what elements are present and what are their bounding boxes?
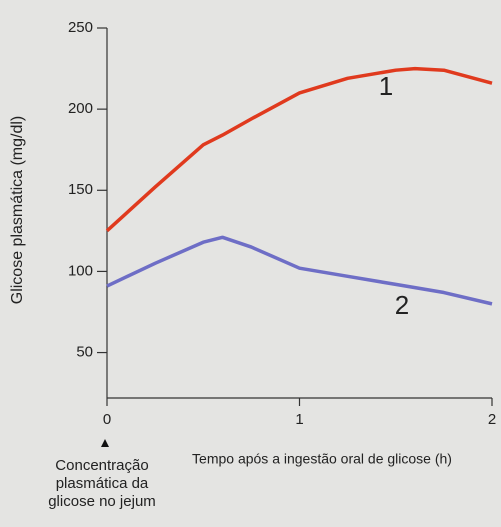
y-tick-label: 250 [68,19,93,36]
x-tick-label: 0 [103,411,111,428]
x-axis-label: Tempo após a ingestão oral de glicose (h… [192,451,452,467]
note-line: plasmática da [56,475,149,492]
y-tick-label: 100 [68,262,93,279]
note-line: Concentração [55,457,148,474]
y-tick-label: 150 [68,181,93,198]
note-marker [101,439,109,447]
series-label: 2 [395,290,409,320]
series-label: 1 [379,71,393,101]
y-tick-label: 50 [76,344,93,361]
y-axis-label: Glicose plasmática (mg/dl) [9,116,26,305]
series-line [106,235,493,306]
x-tick-label: 2 [488,411,496,428]
note-line: glicose no jejum [48,493,156,510]
x-tick-label: 1 [295,411,303,428]
series-line [105,66,493,233]
y-tick-label: 200 [68,100,93,117]
